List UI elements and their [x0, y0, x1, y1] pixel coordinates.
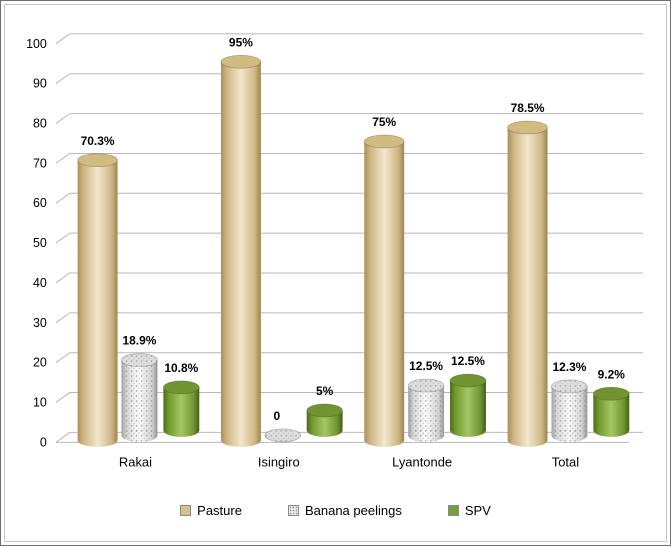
- legend-swatch-spv: [447, 504, 459, 516]
- data-label-spv-total: 9.2%: [598, 367, 626, 381]
- data-label-pasture-rakai: 70.3%: [81, 134, 115, 148]
- legend-item-spv: SPV: [447, 502, 491, 518]
- labels-layer: 10.8% 18.9% 70.3% Rakai 5% 0 95% Isingiro 12.5% 1…: [81, 35, 626, 469]
- category-label-isingiro: Isingiro: [258, 454, 300, 469]
- gridline: [55, 73, 644, 85]
- gridline: [55, 113, 644, 124]
- cylinder-spv-total: [593, 386, 630, 437]
- gridlines-layer: 0 10 20 30 40 50 60 70 80 90 100: [26, 33, 644, 449]
- cylinder-banana-peelings-total: [551, 379, 588, 442]
- legend: Pasture Banana peelings SPV: [1, 497, 670, 523]
- cylinder-banana-peelings-isingiro: [264, 428, 302, 443]
- gridline: [55, 272, 644, 284]
- gridline: [55, 232, 644, 244]
- category-label-rakai: Rakai: [119, 454, 152, 469]
- cylinder-spv-lyantonde: [449, 373, 487, 437]
- legend-label-pasture: Pasture: [197, 502, 242, 518]
- legend-swatch-pasture: [180, 504, 192, 516]
- data-label-spv-lyantonde: 12.5%: [451, 354, 485, 368]
- data-label-pasture-lyantonde: 75%: [372, 115, 396, 129]
- data-label-banana-peelings-isingiro: 0: [273, 409, 280, 423]
- y-axis-tick-label: 30: [33, 316, 47, 330]
- category-label-total: Total: [552, 454, 579, 469]
- legend-label-spv: SPV: [464, 502, 491, 518]
- gridline: [55, 352, 644, 364]
- cylinder-banana-peelings-rakai: [121, 353, 158, 442]
- data-label-banana-peelings-total: 12.3%: [552, 360, 586, 374]
- y-axis-tick-label: 40: [33, 276, 47, 290]
- y-axis-tick-label: 20: [33, 356, 47, 370]
- cylinder-banana-peelings-lyantonde: [407, 378, 445, 442]
- legend-label-banana-peelings: Banana peelings: [304, 502, 402, 518]
- y-axis-tick-label: 0: [40, 435, 47, 449]
- cylinder-pasture-total: [507, 120, 548, 447]
- cylinder-spv-rakai: [163, 380, 200, 437]
- data-label-spv-rakai: 10.8%: [164, 361, 198, 375]
- data-label-banana-peelings-lyantonde: 12.5%: [409, 359, 443, 373]
- y-axis-tick-label: 90: [33, 77, 47, 91]
- data-label-pasture-total: 78.5%: [511, 101, 545, 115]
- legend-swatch-banana-peelings: [287, 504, 299, 516]
- gridline: [55, 33, 644, 45]
- y-axis-tick-label: 70: [33, 156, 47, 170]
- y-axis-tick-label: 50: [33, 236, 47, 250]
- gridline: [55, 152, 644, 164]
- y-axis-tick-label: 100: [26, 37, 47, 51]
- category-label-lyantonde: Lyantonde: [392, 454, 452, 469]
- bars-layer: [77, 54, 630, 447]
- y-axis-tick-label: 80: [33, 117, 47, 131]
- y-axis-tick-label: 60: [33, 196, 47, 210]
- legend-item-banana-peelings: Banana peelings: [287, 502, 402, 518]
- cylinder-pasture-rakai: [77, 153, 118, 447]
- y-axis-tick-label: 10: [33, 396, 47, 410]
- gridline: [55, 312, 644, 324]
- cylinder-spv-isingiro: [306, 403, 343, 437]
- data-label-banana-peelings-rakai: 18.9%: [123, 334, 157, 348]
- cylinder-pasture-lyantonde: [363, 134, 405, 447]
- gridline: [55, 192, 644, 204]
- data-label-pasture-isingiro: 95%: [229, 35, 253, 49]
- cylinder-pasture-isingiro: [220, 54, 262, 447]
- data-label-spv-isingiro: 5%: [316, 384, 334, 398]
- legend-item-pasture: Pasture: [180, 503, 242, 518]
